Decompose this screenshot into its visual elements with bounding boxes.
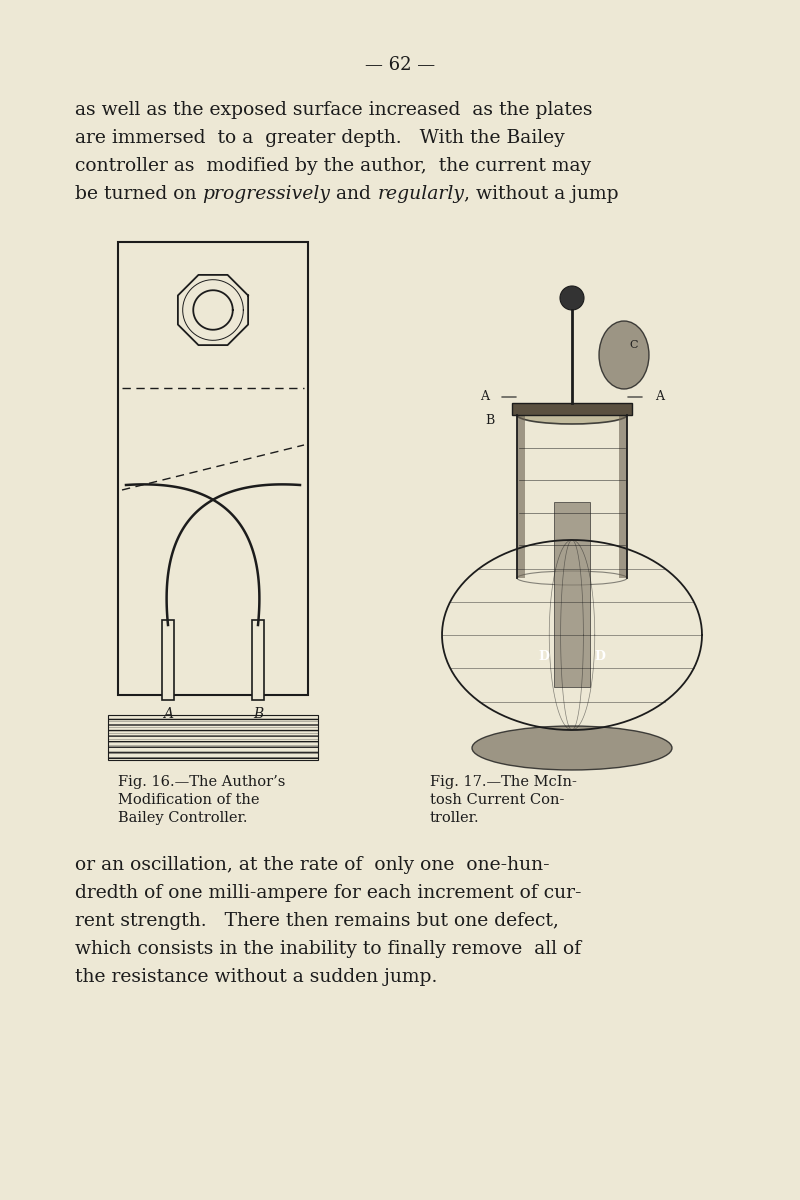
Text: D: D [538, 650, 550, 664]
Text: D: D [594, 650, 606, 664]
Text: A: A [480, 390, 489, 403]
Bar [619, 415, 627, 578]
Text: tosh Current Con-: tosh Current Con- [430, 793, 564, 806]
Ellipse shape [472, 726, 672, 770]
Text: troller.: troller. [430, 811, 480, 826]
Text: regularly: regularly [378, 185, 464, 203]
Bar [512, 403, 632, 415]
Ellipse shape [517, 571, 627, 584]
Text: which consists in the inability to finally remove  all of: which consists in the inability to final… [75, 940, 581, 958]
Text: Fig. 16.—The Author’s: Fig. 16.—The Author’s [118, 775, 286, 790]
Text: Bailey Controller.: Bailey Controller. [118, 811, 247, 826]
Text: A: A [163, 707, 173, 721]
Text: Modification of the: Modification of the [118, 793, 259, 806]
Bar [554, 502, 590, 688]
Text: or an oscillation, at the rate of  only one  one-hun-: or an oscillation, at the rate of only o… [75, 856, 550, 874]
Text: the resistance without a sudden jump.: the resistance without a sudden jump. [75, 968, 438, 986]
Text: B: B [253, 707, 263, 721]
Text: rent strength.   There then remains but one defect,: rent strength. There then remains but on… [75, 912, 559, 930]
Text: A: A [655, 390, 664, 403]
Text: controller as  modified by the author,  the current may: controller as modified by the author, th… [75, 157, 591, 175]
Text: C: C [630, 340, 638, 350]
Ellipse shape [517, 406, 627, 424]
Ellipse shape [599, 320, 649, 389]
Circle shape [560, 286, 584, 310]
Text: Fig. 17.—The McIn-: Fig. 17.—The McIn- [430, 775, 577, 790]
Text: be turned on: be turned on [75, 185, 202, 203]
Bar [252, 620, 264, 700]
Text: — 62 —: — 62 — [365, 56, 435, 74]
Text: and: and [330, 185, 378, 203]
Text: as well as the exposed surface increased  as the plates: as well as the exposed surface increased… [75, 101, 593, 119]
Text: , without a jump: , without a jump [464, 185, 619, 203]
Text: dredth of one milli-ampere for each increment of cur-: dredth of one milli-ampere for each incr… [75, 884, 582, 902]
Bar [517, 415, 525, 578]
Text: B: B [486, 414, 495, 427]
Text: are immersed  to a  greater depth.   With the Bailey: are immersed to a greater depth. With th… [75, 128, 565, 146]
Bar [162, 620, 174, 700]
Text: progressively: progressively [202, 185, 330, 203]
Bar [108, 715, 318, 760]
